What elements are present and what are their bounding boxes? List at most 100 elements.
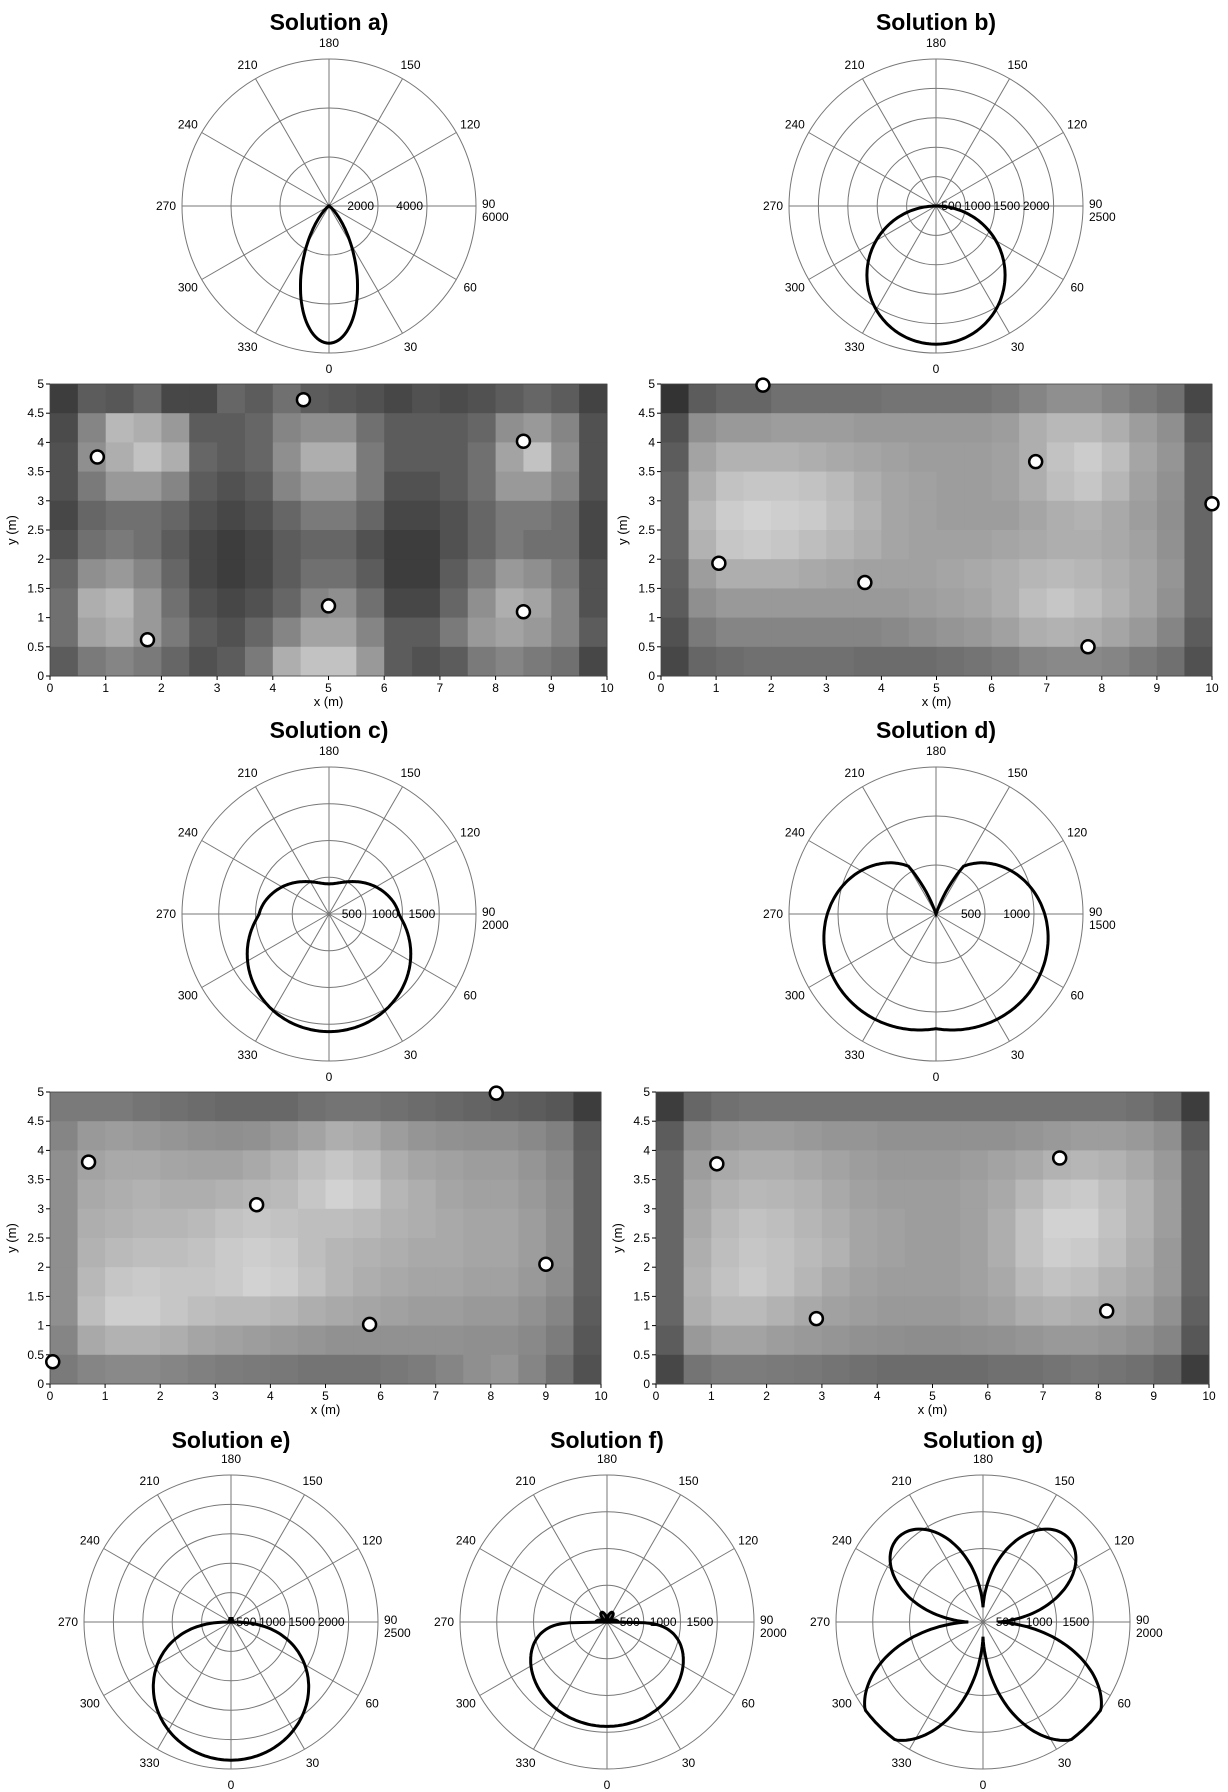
heatmap-cell	[105, 1238, 134, 1268]
heatmap-cell	[1015, 1179, 1044, 1210]
heatmap-cell	[849, 1296, 878, 1327]
heatmap-cell	[1129, 442, 1158, 473]
heatmap-cell	[408, 1208, 437, 1239]
x-tick-label: 3	[819, 1389, 826, 1403]
y-tick-label: 0.5	[638, 640, 655, 654]
heatmap-cell	[189, 530, 218, 560]
heatmap-cell	[1098, 1267, 1127, 1297]
x-tick-label: 7	[437, 681, 444, 695]
heatmap-cell	[771, 530, 800, 560]
heatmap-cell	[688, 413, 717, 443]
heatmap-cell	[380, 1179, 409, 1210]
heatmap-cell	[105, 442, 135, 473]
heatmap-cell	[794, 1238, 823, 1268]
heatmap-cell	[661, 471, 690, 502]
heatmap-cell	[412, 413, 441, 443]
polar-spoke	[982, 1621, 1111, 1696]
heatmap-cell	[716, 384, 745, 414]
heatmap-cell	[272, 530, 302, 560]
heatmap-cell	[964, 646, 993, 677]
y-tick-label: 0	[648, 669, 655, 683]
heatmap-cell	[881, 530, 910, 560]
y-tick-label: 3	[37, 1202, 44, 1216]
heatmap-cell	[794, 1179, 823, 1210]
polar-angle-label: 120	[1067, 826, 1087, 840]
heatmap-cell	[439, 384, 469, 414]
heatmap-cell	[683, 1092, 712, 1122]
heatmap-cell	[495, 384, 524, 414]
heatmap-cell	[661, 530, 690, 560]
heatmap-cell	[215, 1238, 244, 1268]
heatmap-cell	[215, 1208, 244, 1239]
heatmap-cell	[826, 588, 855, 619]
heatmap-cell	[518, 1179, 547, 1210]
polar-angle-label: 150	[400, 766, 420, 780]
heatmap-cell	[215, 1325, 244, 1356]
heatmap-cell	[1129, 617, 1158, 648]
heatmap-cell	[771, 471, 800, 502]
heatmap-cell	[217, 530, 246, 560]
heatmap-cell	[936, 646, 965, 677]
polar-spoke	[255, 78, 330, 207]
heatmap-cell	[380, 1267, 409, 1297]
y-tick-label: 1	[37, 611, 44, 625]
heatmap-cell	[161, 646, 190, 677]
polar-spoke	[201, 840, 330, 915]
heatmap-cell	[738, 1267, 768, 1297]
heatmap-cell	[105, 413, 135, 443]
heatmap-cell	[877, 1238, 906, 1268]
polar-spoke	[862, 205, 937, 334]
heatmap-cell	[1156, 530, 1185, 560]
heatmap-cell	[463, 1179, 492, 1210]
heatmap-cell	[908, 471, 937, 502]
heatmap-cell	[384, 471, 413, 502]
sensor-point	[515, 604, 532, 620]
heatmap-cell	[270, 1121, 299, 1151]
heatmap-cell	[50, 1150, 79, 1181]
heatmap-cell	[105, 1092, 134, 1122]
polar-curve	[151, 1617, 311, 1762]
heatmap-cell	[518, 1325, 547, 1356]
heatmap-cell	[853, 500, 882, 531]
heatmap-cell	[161, 617, 190, 648]
heatmap-cell	[1129, 646, 1158, 677]
heatmap-cell	[518, 1296, 547, 1327]
heatmap-cell	[936, 471, 965, 502]
y-tick-label: 4.5	[27, 1114, 44, 1128]
heatmap-cell	[1181, 1296, 1210, 1327]
polar-ring-label: 500	[961, 907, 981, 921]
heatmap-cell	[579, 646, 608, 677]
heatmap-cell	[551, 646, 580, 677]
heatmap-cell	[716, 442, 745, 473]
heatmap-cell	[463, 1121, 492, 1151]
heatmap-cell	[495, 617, 524, 648]
heatmap-cell	[656, 1354, 685, 1385]
heatmap-cell	[189, 442, 218, 473]
heatmap-cell	[242, 1238, 271, 1268]
heatmap-cell	[50, 1092, 79, 1122]
heatmap-cell	[523, 384, 552, 414]
polar-spoke	[201, 132, 330, 207]
polar-spoke	[479, 1548, 608, 1623]
heatmap-cell	[490, 1179, 519, 1210]
heatmap-cell	[1126, 1238, 1155, 1268]
heatmap-cell	[297, 1267, 326, 1297]
heatmap-cell	[1156, 413, 1185, 443]
polar-angle-label: 30	[404, 340, 418, 354]
heatmap-cell	[794, 1208, 823, 1239]
heatmap-cell	[908, 646, 937, 677]
heatmap-cell	[936, 413, 965, 443]
heatmap-cell	[300, 413, 329, 443]
heatmap-cell	[551, 413, 580, 443]
heatmap-cell	[1043, 1267, 1072, 1297]
heatmap-cell	[244, 559, 274, 589]
heatmap-cell	[771, 442, 800, 473]
polar-ring-label: 500	[342, 907, 362, 921]
heatmap-cell	[849, 1150, 878, 1181]
heatmap-cell	[215, 1296, 244, 1327]
heatmap-cell	[272, 588, 302, 619]
heatmap-cell	[408, 1267, 437, 1297]
heatmap-cell	[215, 1267, 244, 1297]
heatmap-cell	[1046, 646, 1075, 677]
heatmap-cell	[77, 1325, 106, 1356]
